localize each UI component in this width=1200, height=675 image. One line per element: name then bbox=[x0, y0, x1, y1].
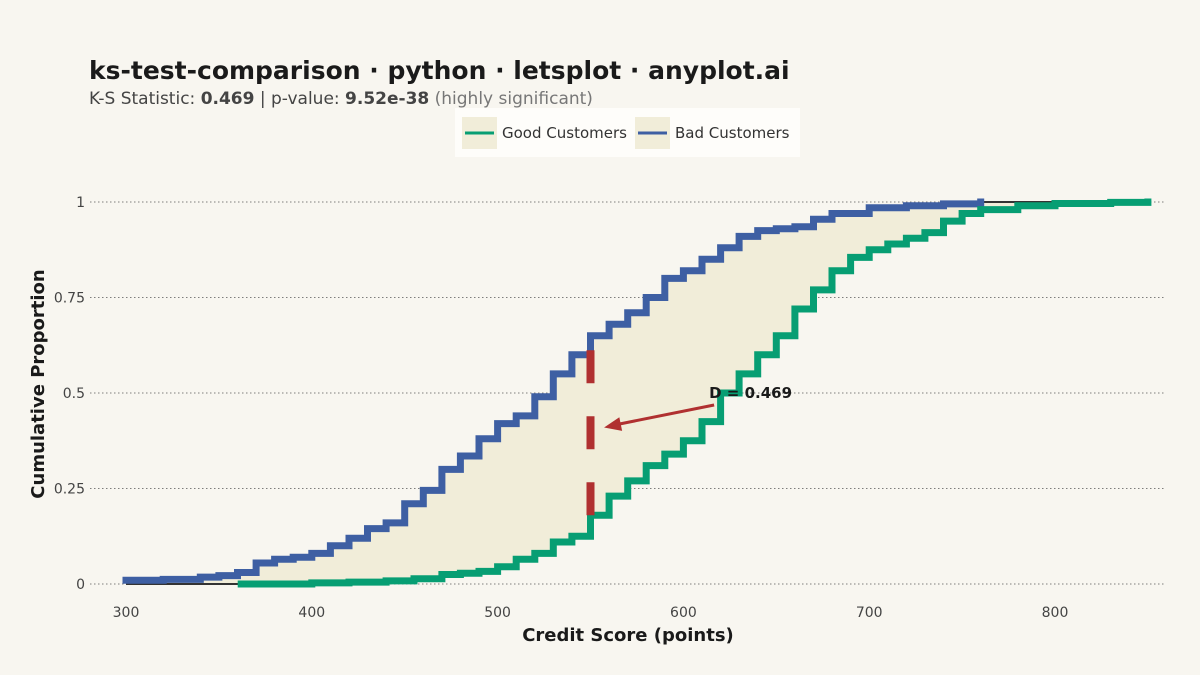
bad-customers-ecdf bbox=[122, 198, 985, 584]
legend-box bbox=[455, 108, 800, 157]
legend: Good Customers Bad Customers bbox=[455, 108, 800, 157]
x-tick-label: 800 bbox=[1042, 605, 1069, 621]
ks-statistic-marker: D = 0.469 bbox=[586, 335, 792, 516]
axis-ticks: 0 0.25 0.5 0.75 1 300 400 500 600 700 800 bbox=[54, 195, 1069, 621]
y-axis-title: Cumulative Proportion bbox=[28, 269, 49, 498]
y-tick-label: 0 bbox=[76, 577, 85, 593]
chart-title: ks-test-comparison · python · letsplot ·… bbox=[89, 56, 790, 85]
series-lines bbox=[122, 198, 1152, 588]
good-customers-ecdf bbox=[237, 198, 1152, 588]
y-tick-label: 0.25 bbox=[54, 482, 85, 498]
x-tick-label: 600 bbox=[670, 605, 697, 621]
chart-subtitle: K-S Statistic: 0.469 | p-value: 9.52e-38… bbox=[89, 89, 593, 109]
subtitle-stat-value: 0.469 bbox=[201, 89, 255, 109]
y-tick-label: 1 bbox=[76, 195, 85, 211]
subtitle-separator: | p-value: bbox=[254, 89, 345, 109]
x-tick-label: 700 bbox=[856, 605, 883, 621]
legend-label-bad: Bad Customers bbox=[675, 124, 790, 142]
subtitle-p-value: 9.52e-38 bbox=[345, 89, 429, 109]
annotation-arrow-shaft bbox=[611, 403, 715, 427]
area-between-curves bbox=[126, 202, 1148, 584]
ecdf-difference-area bbox=[126, 202, 1148, 584]
x-axis-title: Credit Score (points) bbox=[522, 625, 734, 646]
x-tick-label: 300 bbox=[113, 605, 140, 621]
subtitle-stat-label: K-S Statistic: bbox=[89, 89, 201, 109]
annotation-arrow-head bbox=[604, 417, 623, 431]
x-tick-label: 400 bbox=[298, 605, 325, 621]
y-tick-label: 0.75 bbox=[54, 291, 85, 307]
y-tick-label: 0.5 bbox=[63, 386, 85, 402]
x-tick-label: 500 bbox=[484, 605, 511, 621]
subtitle-note: (highly significant) bbox=[429, 89, 593, 109]
legend-label-good: Good Customers bbox=[502, 124, 627, 142]
ks-annotation-label: D = 0.469 bbox=[709, 384, 792, 402]
